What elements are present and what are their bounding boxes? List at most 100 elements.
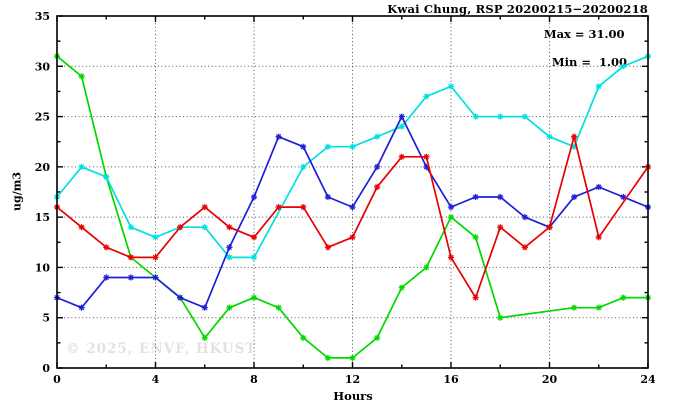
svg-text:20: 20 [35,161,51,174]
red-line-marker [275,203,282,211]
cyan-line-marker [595,83,602,90]
red-line-marker [472,294,479,301]
legend-box: Max = 31.00 Min = 1.00 [544,27,627,69]
blue-line-marker [521,214,528,221]
x-axis-label: Hours [333,389,373,403]
red-line-marker [78,224,85,231]
cyan-line-marker [398,123,405,130]
green-line-marker [571,304,578,311]
green-line-marker [447,214,455,221]
green-line-marker [250,294,258,301]
blue-line-marker [78,304,85,311]
blue-line-marker [103,274,110,281]
green-line-marker [423,264,430,271]
blue-line-marker [152,274,159,281]
red-line-marker [595,234,602,241]
green-line-marker [398,284,405,291]
svg-text:30: 30 [35,60,51,73]
blue-line-marker [300,143,307,150]
blue-line-marker [250,193,258,201]
cyan-line-marker [546,133,553,140]
svg-text:20: 20 [542,373,558,386]
svg-text:0: 0 [53,373,61,386]
legend-min-value: Min = 1.00 [551,55,627,69]
svg-text:35: 35 [35,10,50,23]
cyan-line-marker [423,93,430,100]
cyan-line-marker [521,113,528,120]
red-line-marker [571,133,578,140]
cyan-line-marker [300,163,307,170]
cyan-line [56,55,649,259]
green-line-marker [497,314,504,321]
svg-text:0: 0 [42,362,50,375]
green-line-marker [226,304,233,311]
blue-line-marker [201,304,208,311]
cyan-line-marker [127,224,134,231]
cyan-line-marker [374,133,381,140]
red-line-marker [300,203,307,211]
red-line-marker [497,224,504,231]
blue-line-marker [398,113,405,120]
cyan-line-marker [497,113,504,120]
svg-text:10: 10 [35,261,51,274]
cyan-line-marker [472,113,479,120]
red-line-marker [546,224,553,231]
blue-line-marker [595,183,602,191]
blue-line-marker [571,193,578,201]
green-line-marker [349,354,356,362]
red-line-marker [423,153,430,160]
svg-text:16: 16 [443,373,459,386]
green-line-marker [324,354,331,362]
red-line-marker [349,234,356,241]
svg-text:24: 24 [640,373,656,386]
cyan-line-marker [349,143,356,150]
cyan-line-marker [250,254,258,261]
green-line-marker [595,304,602,311]
red-line-marker [521,244,528,251]
blue-line-marker [275,133,282,140]
red-line-marker [177,224,184,231]
green-line-marker [78,73,85,80]
blue-line-marker [177,294,184,301]
blue-line-marker [497,193,504,201]
cyan-line-marker [201,224,208,231]
green-line-marker [620,294,627,301]
blue-line-marker [226,244,233,251]
blue-line-marker [472,193,479,201]
red-line-marker [324,244,331,251]
red-line-marker [374,183,381,191]
blue-line-marker [127,274,134,281]
blue-line-marker [349,203,356,211]
svg-text:4: 4 [152,373,160,386]
red-line-marker [250,234,258,241]
blue-line-marker [447,203,455,211]
red-line-marker [152,254,159,261]
cyan-line-marker [78,163,85,170]
red-line-marker [103,244,110,251]
svg-text:8: 8 [250,373,258,386]
cyan-line-marker [103,173,110,181]
svg-text:5: 5 [42,312,50,325]
legend-max-value: Max = 31.00 [543,27,625,41]
green-line-marker [300,334,307,341]
blue-line-marker [324,193,331,201]
cyan-line-marker [324,143,331,150]
plot-border [56,15,649,369]
cyan-line-marker [447,83,455,90]
red-line-marker [127,254,134,261]
red-line [56,133,649,300]
green-line-marker [275,304,282,311]
red-line-marker [398,153,405,160]
svg-text:12: 12 [345,373,360,386]
cyan-line-marker [226,254,233,261]
watermark: © 2025, ENVF, HKUST [66,341,257,357]
cyan-line-marker [152,234,159,241]
red-line-marker [447,254,455,261]
cyan-line-marker [620,63,627,70]
blue-line-marker [374,163,381,170]
red-line-marker [201,203,208,211]
chart-title: Kwai Chung, RSP 20200215−20200218 [387,2,648,16]
svg-text:15: 15 [35,211,50,224]
